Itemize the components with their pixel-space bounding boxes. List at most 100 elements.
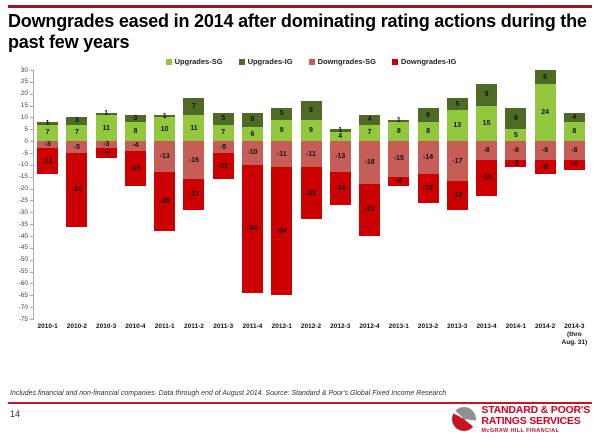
sp-logo-text: STANDARD & POOR'S RATINGS SERVICES McGRA… (481, 405, 590, 434)
x-category-label: 2011-4 (242, 323, 263, 330)
bar-value-label: 8 (396, 128, 401, 136)
y-tick-mark (30, 271, 34, 273)
y-tick-mark (30, 93, 34, 95)
legend-item-upgrades-sg: Upgrades-SG (165, 57, 223, 66)
bar-segment-downgrades-ig: -12 (446, 181, 468, 210)
bar-segment-downgrades-sg: -3 (95, 141, 117, 149)
bar-value-label: -4 (103, 149, 110, 157)
bar-segment-downgrades-ig: -54 (241, 164, 263, 293)
x-category-label: 2014-1 (505, 323, 526, 330)
bar-value-label: -5 (220, 143, 227, 151)
bar-segment-downgrades-ig: -14 (329, 171, 351, 206)
bar-value-label: -13 (188, 190, 199, 198)
y-tick-label: -60 (18, 279, 28, 287)
bar-segment-upgrades-sg: 4 (329, 131, 351, 142)
y-tick-mark (30, 212, 34, 214)
bar-value-label: -4 (395, 177, 402, 185)
bar-value-label: 1 (45, 119, 50, 127)
bar-segment-upgrades-ig: 3 (66, 117, 88, 125)
y-tick-label: -25 (18, 196, 28, 204)
x-category-label: 2014-2 (534, 323, 556, 330)
y-tick-label: 25 (20, 78, 28, 86)
bar-value-label: 10 (160, 125, 169, 133)
y-tick-mark (30, 200, 34, 202)
bar-value-label: 11 (190, 124, 198, 132)
bar-segment-downgrades-ig: -4 (95, 148, 117, 158)
bar-value-label: -8 (512, 147, 519, 155)
bar-segment-downgrades-sg: -11 (271, 141, 293, 168)
bar-segment-downgrades-ig: -11 (37, 148, 59, 175)
bar-value-label: -8 (483, 147, 490, 155)
x-category-label: 2013-3 (447, 323, 468, 330)
y-tick-mark (30, 153, 34, 154)
bar-segment-upgrades-ig: 8 (300, 100, 322, 120)
bar-segment-downgrades-sg: -13 (154, 141, 176, 172)
bar-segment-downgrades-sg: -5 (66, 141, 88, 153)
source-footnote: Includes financial and non-financial com… (10, 390, 447, 397)
bar-value-label: 6 (426, 111, 430, 119)
bar-value-label: -17 (452, 157, 463, 165)
sp-logo: STANDARD & POOR'S RATINGS SERVICES McGRA… (452, 405, 590, 434)
bar-value-label: -11 (218, 162, 229, 170)
y-tick-mark (30, 295, 34, 297)
legend-label: Downgrades-SG (317, 57, 376, 66)
bar-segment-downgrades-sg: -8 (476, 141, 498, 161)
bar-segment-downgrades-sg: -8 (534, 141, 556, 161)
bar-value-label: 5 (221, 115, 226, 123)
bar-segment-upgrades-ig: 5 (212, 112, 234, 125)
bar-value-label: -11 (276, 150, 287, 158)
y-tick-mark (30, 117, 34, 119)
legend-item-downgrades-ig: Downgrades-IG (391, 57, 457, 66)
bar-value-label: -5 (73, 143, 80, 151)
bar-segment-upgrades-sg: 15 (476, 105, 498, 142)
bar-segment-downgrades-sg: -8 (563, 141, 585, 161)
x-category-label: 2013-4 (476, 323, 497, 330)
y-tick-label: -55 (18, 268, 28, 276)
bar-segment-upgrades-sg: 7 (37, 124, 59, 142)
bar-value-label: 6 (543, 73, 548, 81)
bar-segment-downgrades-ig: -25 (154, 171, 176, 232)
y-tick-label: -70 (18, 303, 28, 311)
bar-value-label: -3 (44, 141, 51, 149)
x-category-label: 2012-1 (271, 323, 292, 330)
bar-value-label: -15 (130, 164, 141, 172)
bar-segment-downgrades-sg: -11 (300, 141, 322, 168)
bar-segment-upgrades-ig: 1 (388, 117, 410, 124)
x-category-label: 2013-1 (388, 323, 409, 330)
bar-segment-upgrades-ig: 1 (37, 119, 59, 127)
bar-segment-downgrades-sg: -13 (329, 141, 351, 172)
bar-value-label: -54 (247, 225, 258, 233)
y-tick-mark (30, 70, 34, 71)
legend-item-downgrades-sg: Downgrades-SG (308, 57, 376, 66)
page-number: 14 (10, 409, 21, 419)
y-tick-mark (30, 307, 34, 309)
y-tick-mark (30, 188, 34, 190)
bar-value-label: 5 (513, 131, 518, 139)
legend-swatch-icon (308, 58, 315, 65)
y-tick-label: -20 (18, 185, 28, 193)
bar-segment-downgrades-ig: -54 (271, 167, 293, 296)
x-category-label: 2013-2 (417, 323, 439, 330)
bar-value-label: -15 (393, 155, 404, 163)
legend-label: Upgrades-IG (247, 57, 293, 66)
bar-segment-downgrades-sg: -17 (446, 141, 468, 182)
bar-segment-downgrades-ig: -31 (66, 153, 88, 227)
legend-item-upgrades-ig: Upgrades-IG (238, 57, 293, 66)
bar-value-label: 4 (367, 116, 372, 124)
bar-value-label: 3 (74, 117, 79, 125)
bar-segment-upgrades-sg: 7 (359, 124, 381, 142)
bar-value-label: -31 (71, 186, 82, 194)
bar-value-label: 7 (191, 103, 196, 111)
bar-segment-downgrades-sg: -16 (183, 141, 205, 180)
bar-segment-upgrades-ig: 4 (563, 112, 585, 123)
y-tick-mark (30, 129, 34, 131)
x-category-label: 2012-3 (330, 323, 351, 330)
logo-line2: RATINGS SERVICES (481, 414, 581, 427)
bar-value-label: 9 (279, 126, 284, 134)
legend-swatch-icon (391, 58, 398, 65)
legend-label: Downgrades-IG (400, 57, 457, 66)
bar-segment-upgrades-ig: 4 (359, 115, 381, 125)
bar-segment-upgrades-sg: 9 (271, 119, 293, 142)
bar-segment-downgrades-ig: -6 (534, 160, 556, 175)
bar-value-label: -6 (541, 163, 549, 171)
